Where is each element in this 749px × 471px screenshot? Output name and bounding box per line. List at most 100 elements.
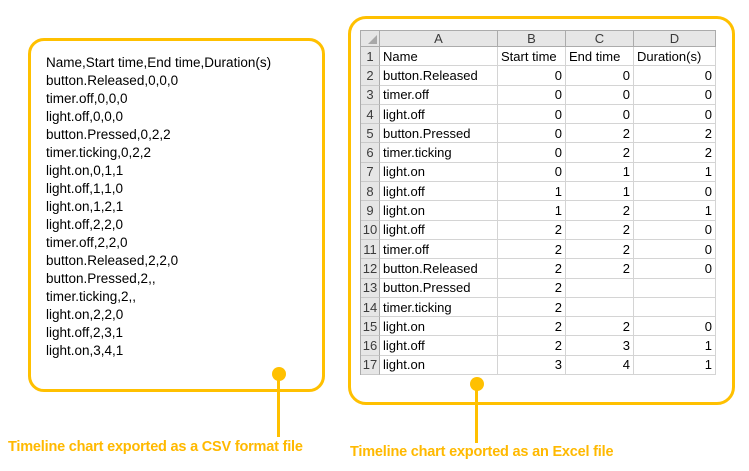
cell-B4[interactable]: 0 — [498, 104, 566, 125]
cell-A17[interactable]: light.on — [380, 355, 498, 376]
cell-D6[interactable]: 2 — [634, 143, 716, 163]
cell-C8[interactable]: 1 — [566, 182, 634, 202]
cell-A10[interactable]: light.off — [380, 220, 498, 240]
cell-A4[interactable]: light.off — [380, 104, 498, 125]
cell-B3[interactable]: 0 — [498, 85, 566, 105]
row-header-15[interactable]: 15 — [361, 317, 380, 337]
table-row: 1 Name Start time End time Duration(s) — [361, 47, 716, 67]
row-header-17[interactable]: 17 — [361, 355, 380, 376]
cell-B10[interactable]: 2 — [498, 220, 566, 240]
cell-D11[interactable]: 0 — [634, 239, 716, 260]
cell-A11[interactable]: timer.off — [380, 239, 498, 260]
row-header-2[interactable]: 2 — [361, 66, 380, 86]
cell-B7[interactable]: 0 — [498, 162, 566, 183]
cell-D3[interactable]: 0 — [634, 85, 716, 105]
cell-B9[interactable]: 1 — [498, 201, 566, 221]
cell-B5[interactable]: 0 — [498, 124, 566, 144]
cell-C15[interactable]: 2 — [566, 317, 634, 337]
table-row: 13 button.Pressed 2 — [361, 278, 716, 298]
cell-B16[interactable]: 2 — [498, 336, 566, 356]
cell-A9[interactable]: light.on — [380, 201, 498, 221]
row-header-9[interactable]: 9 — [361, 201, 380, 221]
csv-line: light.on,3,4,1 — [46, 343, 124, 358]
table-row: 5 button.Pressed 0 2 2 — [361, 124, 716, 144]
row-header-14[interactable]: 14 — [361, 297, 380, 318]
row-header-7[interactable]: 7 — [361, 162, 380, 183]
cell-B6[interactable]: 0 — [498, 143, 566, 163]
cell-B11[interactable]: 2 — [498, 239, 566, 260]
row-header-5[interactable]: 5 — [361, 124, 380, 144]
cell-D4[interactable]: 0 — [634, 104, 716, 125]
row-header-4[interactable]: 4 — [361, 104, 380, 125]
csv-text: Name,Start time,End time,Duration(s) butt… — [31, 41, 322, 360]
row-header-1[interactable]: 1 — [361, 47, 380, 67]
cell-D12[interactable]: 0 — [634, 259, 716, 279]
cell-C14[interactable] — [566, 297, 634, 318]
cell-A6[interactable]: timer.ticking — [380, 143, 498, 163]
cell-B15[interactable]: 2 — [498, 317, 566, 337]
cell-C13[interactable] — [566, 278, 634, 298]
cell-A16[interactable]: light.off — [380, 336, 498, 356]
cell-A7[interactable]: light.on — [380, 162, 498, 183]
cell-B8[interactable]: 1 — [498, 182, 566, 202]
row-header-8[interactable]: 8 — [361, 182, 380, 202]
cell-C10[interactable]: 2 — [566, 220, 634, 240]
cell-B17[interactable]: 3 — [498, 355, 566, 376]
cell-C1[interactable]: End time — [566, 47, 634, 67]
cell-A13[interactable]: button.Pressed — [380, 278, 498, 298]
column-header-a[interactable]: A — [380, 31, 498, 47]
csv-line: light.on,0,1,1 — [46, 163, 124, 178]
row-header-11[interactable]: 11 — [361, 239, 380, 260]
cell-D13[interactable] — [634, 278, 716, 298]
column-header-b[interactable]: B — [498, 31, 566, 47]
cell-B1[interactable]: Start time — [498, 47, 566, 67]
cell-A1[interactable]: Name — [380, 47, 498, 67]
cell-D2[interactable]: 0 — [634, 66, 716, 86]
cell-C11[interactable]: 2 — [566, 239, 634, 260]
row-header-16[interactable]: 16 — [361, 336, 380, 356]
cell-A5[interactable]: button.Pressed — [380, 124, 498, 144]
csv-line: timer.ticking,2,, — [46, 289, 137, 304]
csv-line: button.Released,2,2,0 — [46, 253, 179, 268]
cell-C3[interactable]: 0 — [566, 85, 634, 105]
cell-D15[interactable]: 0 — [634, 317, 716, 337]
cell-C6[interactable]: 2 — [566, 143, 634, 163]
cell-C17[interactable]: 4 — [566, 355, 634, 376]
cell-D7[interactable]: 1 — [634, 162, 716, 183]
column-header-c[interactable]: C — [566, 31, 634, 47]
cell-D9[interactable]: 1 — [634, 201, 716, 221]
cell-A15[interactable]: light.on — [380, 317, 498, 337]
row-header-6[interactable]: 6 — [361, 143, 380, 163]
cell-D8[interactable]: 0 — [634, 182, 716, 202]
cell-B14[interactable]: 2 — [498, 297, 566, 318]
cell-C12[interactable]: 2 — [566, 259, 634, 279]
cell-D14[interactable] — [634, 297, 716, 318]
cell-B12[interactable]: 2 — [498, 259, 566, 279]
cell-B2[interactable]: 0 — [498, 66, 566, 86]
cell-B13[interactable]: 2 — [498, 278, 566, 298]
cell-A2[interactable]: button.Released — [380, 66, 498, 86]
cell-A12[interactable]: button.Released — [380, 259, 498, 279]
cell-A14[interactable]: timer.ticking — [380, 297, 498, 318]
row-header-13[interactable]: 13 — [361, 278, 380, 298]
cell-C5[interactable]: 2 — [566, 124, 634, 144]
row-header-10[interactable]: 10 — [361, 220, 380, 240]
cell-C2[interactable]: 0 — [566, 66, 634, 86]
row-header-3[interactable]: 3 — [361, 85, 380, 105]
cell-C16[interactable]: 3 — [566, 336, 634, 356]
column-header-d[interactable]: D — [634, 31, 716, 47]
cell-A3[interactable]: timer.off — [380, 85, 498, 105]
select-all-corner[interactable] — [361, 31, 380, 47]
cell-D1[interactable]: Duration(s) — [634, 47, 716, 67]
cell-D10[interactable]: 0 — [634, 220, 716, 240]
cell-D17[interactable]: 1 — [634, 355, 716, 376]
cell-C9[interactable]: 2 — [566, 201, 634, 221]
cell-A8[interactable]: light.off — [380, 182, 498, 202]
cell-D16[interactable]: 1 — [634, 336, 716, 356]
cell-D5[interactable]: 2 — [634, 124, 716, 144]
row-header-12[interactable]: 12 — [361, 259, 380, 279]
cell-C7[interactable]: 1 — [566, 162, 634, 183]
csv-caption: Timeline chart exported as a CSV format … — [8, 439, 303, 455]
cell-C4[interactable]: 0 — [566, 104, 634, 125]
